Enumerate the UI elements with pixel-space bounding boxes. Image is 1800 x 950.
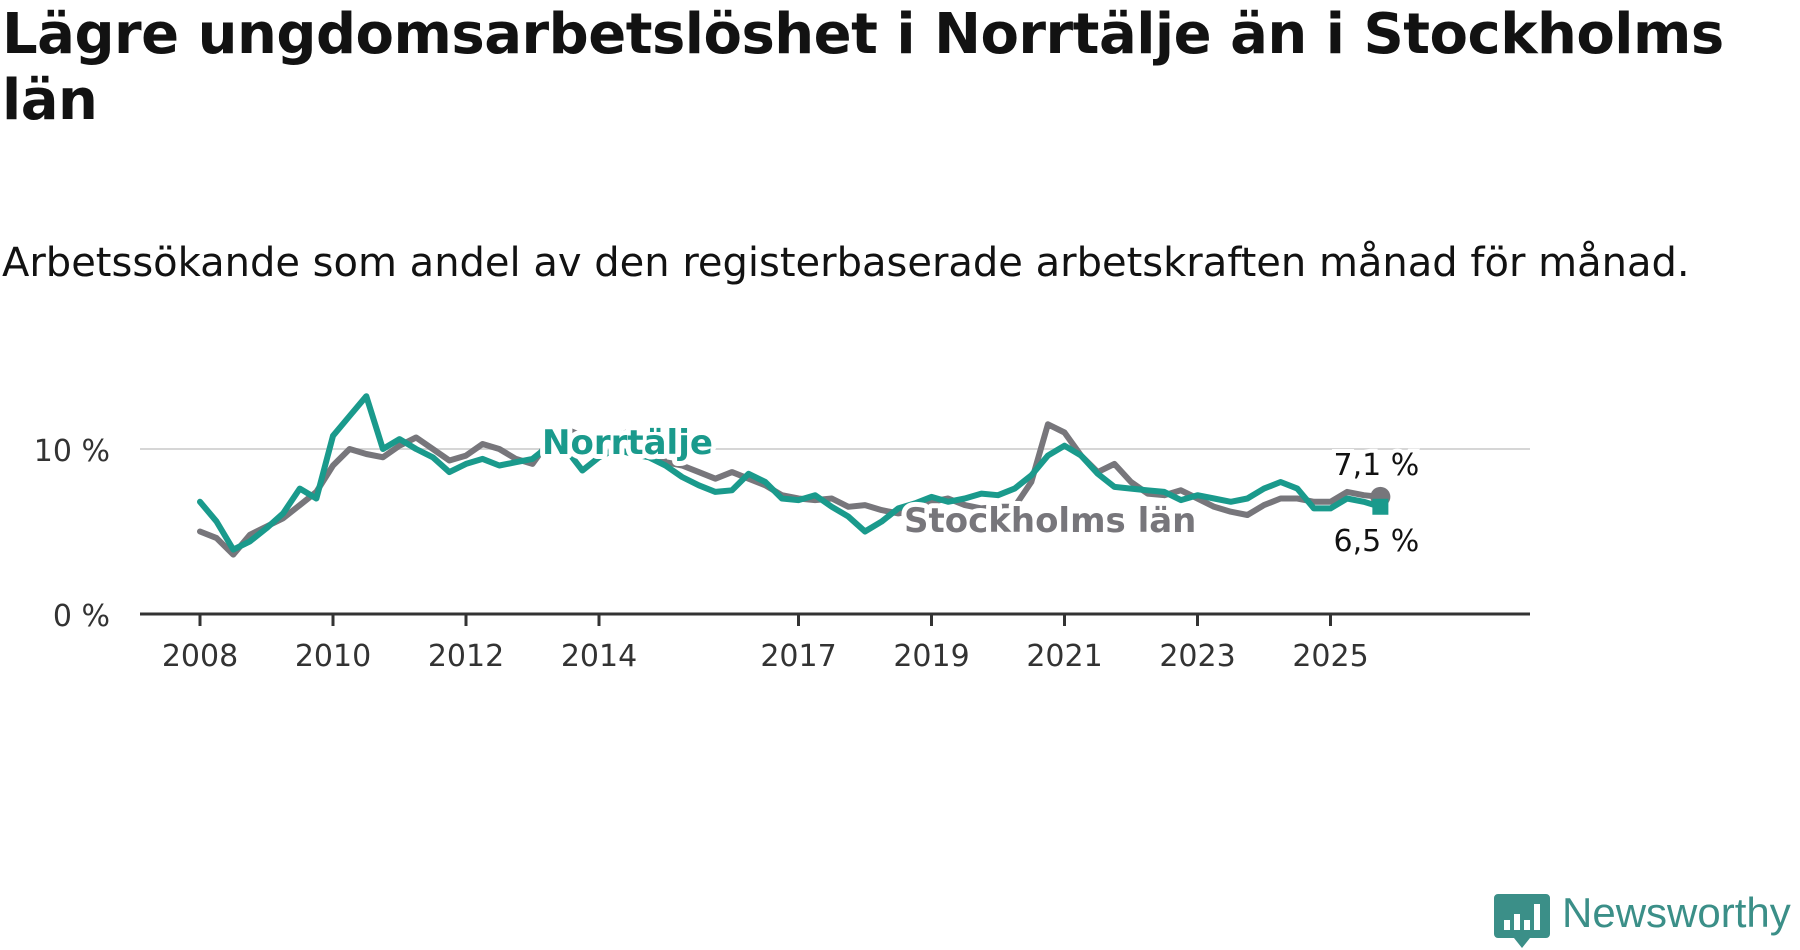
x-tick-label: 2021 — [1026, 639, 1102, 674]
x-tick-label: 2012 — [428, 639, 504, 674]
series-name-label: Stockholms län — [904, 501, 1196, 541]
series-name-label: Norrtälje — [542, 423, 713, 463]
x-tick-label: 2017 — [760, 639, 836, 674]
gridlines: 0 % 10 % — [34, 434, 1530, 634]
series-line — [197, 421, 1384, 558]
x-tick-label: 2019 — [893, 639, 969, 674]
x-tick-label: 2014 — [561, 639, 637, 674]
brand-name: Newsworthy — [1562, 889, 1791, 936]
x-tick-label: 2023 — [1159, 639, 1235, 674]
series-labels: Norrtälje Stockholms län 7,1 % 6,5 % — [537, 418, 1423, 563]
series-end-marker — [1372, 498, 1389, 515]
x-tick-label: 2008 — [162, 639, 238, 674]
series-lines — [197, 393, 1391, 558]
y-tick-label: 10 % — [34, 434, 110, 469]
y-tick-label: 0 % — [53, 599, 110, 634]
series-line — [197, 393, 1384, 553]
x-tick-label: 2010 — [295, 639, 371, 674]
series-end-label: 7,1 % — [1333, 448, 1419, 483]
chart-title: Lägre ungdomsarbetslöshet i Norrtälje än… — [2, 2, 1724, 133]
x-axis: 2008 2010 2012 2014 2017 2019 2021 2023 2025 — [140, 612, 1530, 674]
chart-subtitle: Arbetssökande som andel av den registerb… — [2, 240, 1690, 286]
x-tick-label: 2025 — [1292, 639, 1368, 674]
series-end-label: 6,5 % — [1333, 524, 1419, 559]
newsworthy-logo-icon — [1494, 894, 1550, 948]
